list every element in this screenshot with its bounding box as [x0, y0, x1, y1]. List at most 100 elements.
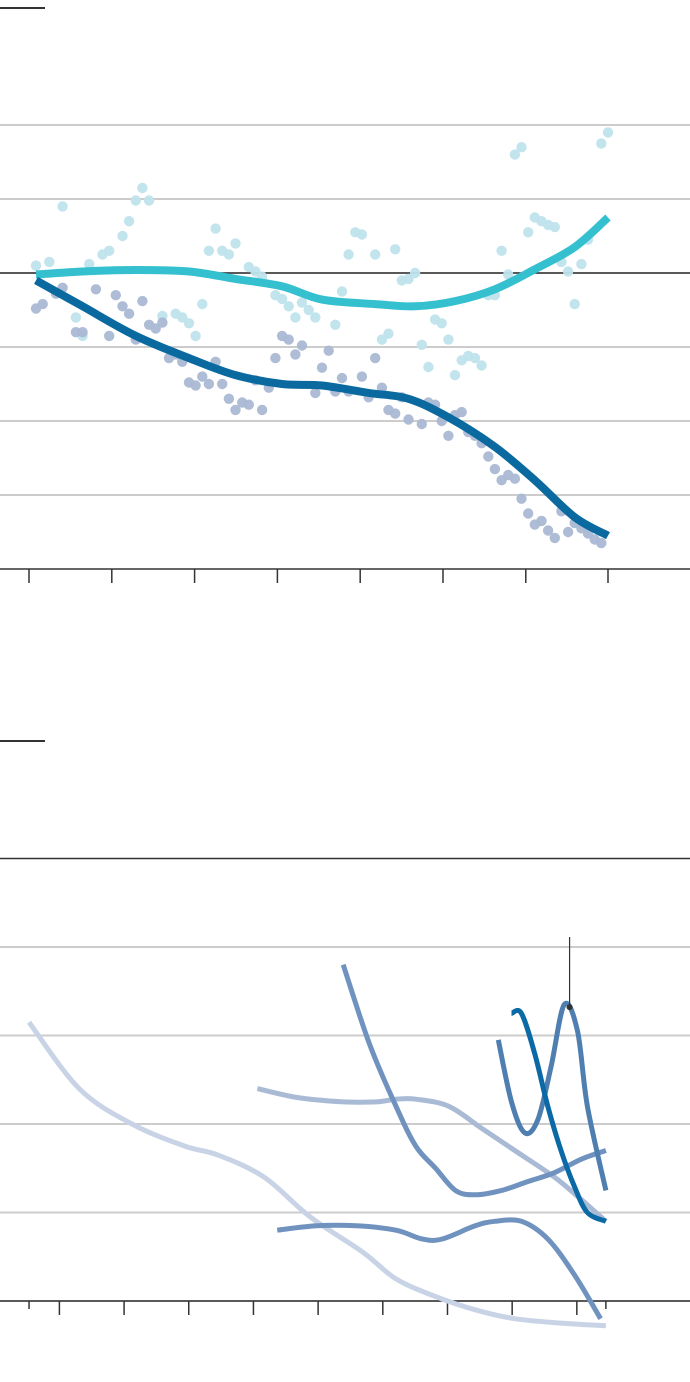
trend-line-light: [35, 214, 611, 311]
series-line-light: [256, 1086, 608, 1224]
data-point-light: [602, 127, 614, 138]
panel2-lines: [27, 963, 609, 1329]
data-point-dark: [296, 340, 308, 351]
data-point-dark: [283, 334, 294, 345]
data-point-dark: [516, 493, 527, 504]
data-point-dark: [77, 327, 88, 338]
data-point-light: [523, 227, 534, 238]
data-point-light: [276, 293, 288, 305]
data-point-dark: [483, 451, 494, 462]
data-point-light: [596, 138, 607, 149]
data-point-dark: [137, 295, 148, 307]
data-point-dark: [310, 387, 321, 399]
data-point-light: [283, 301, 294, 312]
data-point-light: [436, 318, 447, 329]
panel1-gridlines: [0, 124, 690, 496]
annotation-marker: [566, 1004, 573, 1011]
panel1-points: [30, 127, 614, 549]
panel1-trend-lines: [34, 214, 611, 540]
data-point-dark: [316, 362, 328, 373]
data-point-light: [84, 258, 95, 270]
series-line-dark_b: [495, 1000, 609, 1191]
data-point-dark: [596, 537, 607, 549]
series-line-dark_a: [340, 963, 607, 1198]
data-point-dark: [416, 418, 427, 430]
data-point-light: [449, 369, 461, 381]
data-point-dark: [157, 317, 168, 328]
data-point-dark: [542, 525, 554, 536]
data-point-light: [130, 195, 141, 206]
data-point-light: [562, 266, 574, 277]
data-point-dark: [150, 323, 161, 334]
data-point-dark: [443, 430, 454, 441]
data-point-light: [143, 195, 155, 206]
data-point-light: [203, 245, 215, 256]
data-point-dark: [243, 399, 254, 410]
data-point-light: [230, 238, 241, 249]
data-point-light: [549, 221, 560, 233]
data-point-light: [44, 256, 55, 268]
data-point-light: [57, 201, 68, 212]
data-point-light: [423, 361, 434, 373]
data-point-light: [330, 319, 341, 330]
data-point-light: [509, 149, 521, 160]
data-point-light: [516, 142, 527, 153]
data-point-light: [476, 360, 487, 371]
data-point-light: [496, 245, 507, 256]
trend-line-dark: [34, 276, 610, 540]
data-point-dark: [456, 406, 467, 418]
data-point-dark: [549, 532, 560, 544]
data-point-dark: [37, 298, 48, 310]
series-line-faint: [27, 1020, 607, 1329]
data-point-dark: [509, 473, 521, 484]
data-point-light: [503, 269, 514, 280]
data-point-light: [390, 244, 401, 255]
data-point-light: [416, 339, 427, 350]
data-point-dark: [123, 308, 135, 319]
data-point-dark: [323, 345, 334, 356]
data-point-dark: [223, 393, 235, 404]
data-point-light: [177, 312, 188, 323]
data-point-dark: [370, 352, 381, 364]
data-point-light: [303, 304, 314, 316]
data-point-light: [210, 223, 221, 234]
data-point-dark: [270, 352, 281, 364]
data-point-dark: [110, 290, 122, 301]
data-point-light: [117, 230, 128, 242]
data-point-dark: [190, 380, 201, 391]
data-point-dark: [197, 371, 208, 382]
data-point-light: [30, 260, 42, 271]
series-line-darkest: [510, 1007, 607, 1224]
data-point-light: [290, 312, 301, 323]
data-point-light: [183, 318, 195, 329]
panel2-gridlines: [0, 857, 690, 1302]
data-point-light: [383, 328, 394, 339]
data-point-light: [296, 297, 308, 308]
data-point-light: [569, 298, 580, 310]
data-point-light: [197, 298, 208, 310]
data-point-dark: [489, 463, 501, 475]
data-point-dark: [290, 349, 301, 360]
data-point-light: [356, 229, 368, 240]
data-point-dark: [104, 330, 115, 342]
data-point-light: [137, 182, 148, 194]
data-point-light: [443, 334, 454, 345]
data-point-light: [123, 216, 135, 227]
data-point-light: [370, 249, 381, 260]
data-point-light: [469, 352, 481, 364]
data-point-dark: [356, 371, 368, 382]
data-point-dark: [117, 301, 128, 312]
data-point-dark: [336, 372, 348, 384]
data-point-light: [409, 267, 421, 279]
data-point-dark: [256, 404, 268, 416]
data-point-light: [190, 330, 201, 342]
series-line-mid: [276, 1217, 603, 1320]
data-point-dark: [536, 515, 547, 527]
data-point-dark: [562, 526, 574, 538]
data-point-light: [576, 258, 587, 270]
data-point-dark: [230, 404, 241, 416]
data-point-dark: [203, 378, 215, 390]
panel2-annotations: [566, 937, 573, 1011]
